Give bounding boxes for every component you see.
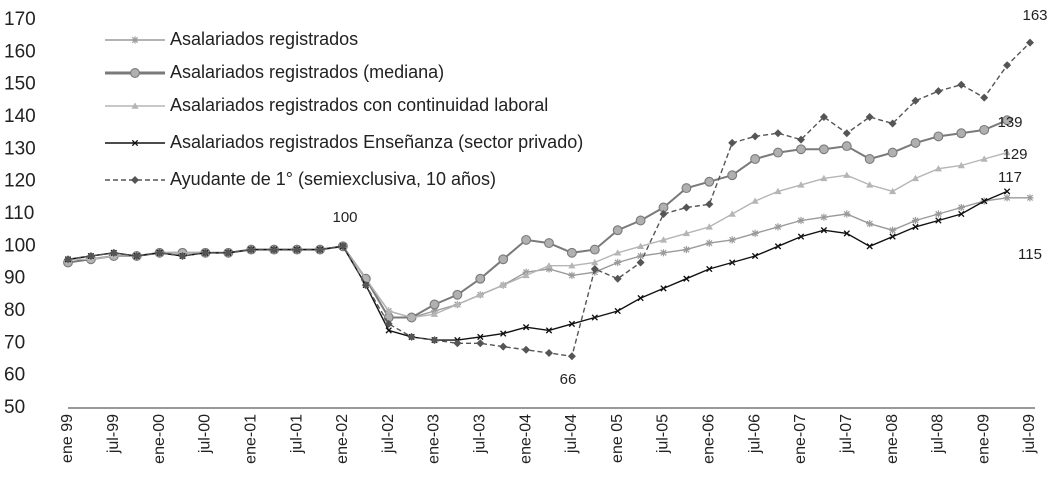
x-tick-label: ene-02 <box>334 414 351 464</box>
legend-label: Ayudante de 1° (semiexclusiva, 10 años) <box>170 169 496 189</box>
y-tick-label: 80 <box>4 300 25 321</box>
x-tick-label: ene-09 <box>975 414 992 464</box>
annotation: 115 <box>1018 246 1042 263</box>
legend-label: Asalariados registrados Enseñanza (secto… <box>170 132 583 152</box>
annotation: 163 <box>1022 7 1047 24</box>
x-tick-label: jul-04 <box>563 414 580 454</box>
annotation: 117 <box>998 169 1022 186</box>
x-tick-label: ene-07 <box>792 414 809 464</box>
legend-label: Asalariados registrados (mediana) <box>170 62 444 82</box>
x-tick-label: ene-06 <box>701 414 718 464</box>
x-tick-label: jul-05 <box>655 414 672 454</box>
legend-label: Asalariados registrados <box>170 29 358 49</box>
x-tick-label: ene 05 <box>609 414 626 463</box>
annotation: 139 <box>997 114 1022 131</box>
y-tick-label: 70 <box>4 332 25 353</box>
y-tick-label: 170 <box>4 9 36 30</box>
y-tick-label: 90 <box>4 268 25 289</box>
y-tick-label: 110 <box>4 203 34 224</box>
x-tick-label: ene-00 <box>151 414 168 464</box>
x-tick-label: jul-99 <box>105 414 122 454</box>
x-tick-label: ene-04 <box>517 414 534 464</box>
y-tick-label: 160 <box>4 41 36 62</box>
y-tick-label: 50 <box>4 397 25 418</box>
series-line <box>64 188 1011 344</box>
x-tick-label: jul-00 <box>197 414 214 454</box>
annotation: 100 <box>332 209 357 226</box>
series-line <box>64 194 1034 322</box>
x-tick-label: ene 99 <box>59 414 76 463</box>
y-tick-label: 60 <box>4 365 25 386</box>
x-tick-label: jul-08 <box>930 414 947 454</box>
x-tick-label: ene-01 <box>242 414 259 464</box>
x-tick-label: jul-07 <box>838 414 855 454</box>
annotation: 129 <box>1002 146 1027 163</box>
series-line <box>64 38 1034 361</box>
x-tick-label: jul-03 <box>472 414 489 454</box>
y-tick-label: 130 <box>4 138 36 159</box>
x-tick-label: jul-06 <box>746 414 763 454</box>
x-tick-label: ene-03 <box>426 414 443 464</box>
x-tick-label: jul-02 <box>380 414 397 454</box>
x-tick-label: ene-08 <box>884 414 901 464</box>
y-tick-label: 140 <box>4 106 36 127</box>
y-tick-label: 100 <box>4 235 36 256</box>
annotation: 66 <box>560 371 577 388</box>
x-tick-label: jul-09 <box>1021 414 1038 454</box>
x-tick-label: jul-01 <box>288 414 305 454</box>
y-tick-label: 120 <box>4 171 36 192</box>
legend-label: Asalariados registrados con continuidad … <box>170 95 548 115</box>
y-tick-label: 150 <box>4 74 36 95</box>
